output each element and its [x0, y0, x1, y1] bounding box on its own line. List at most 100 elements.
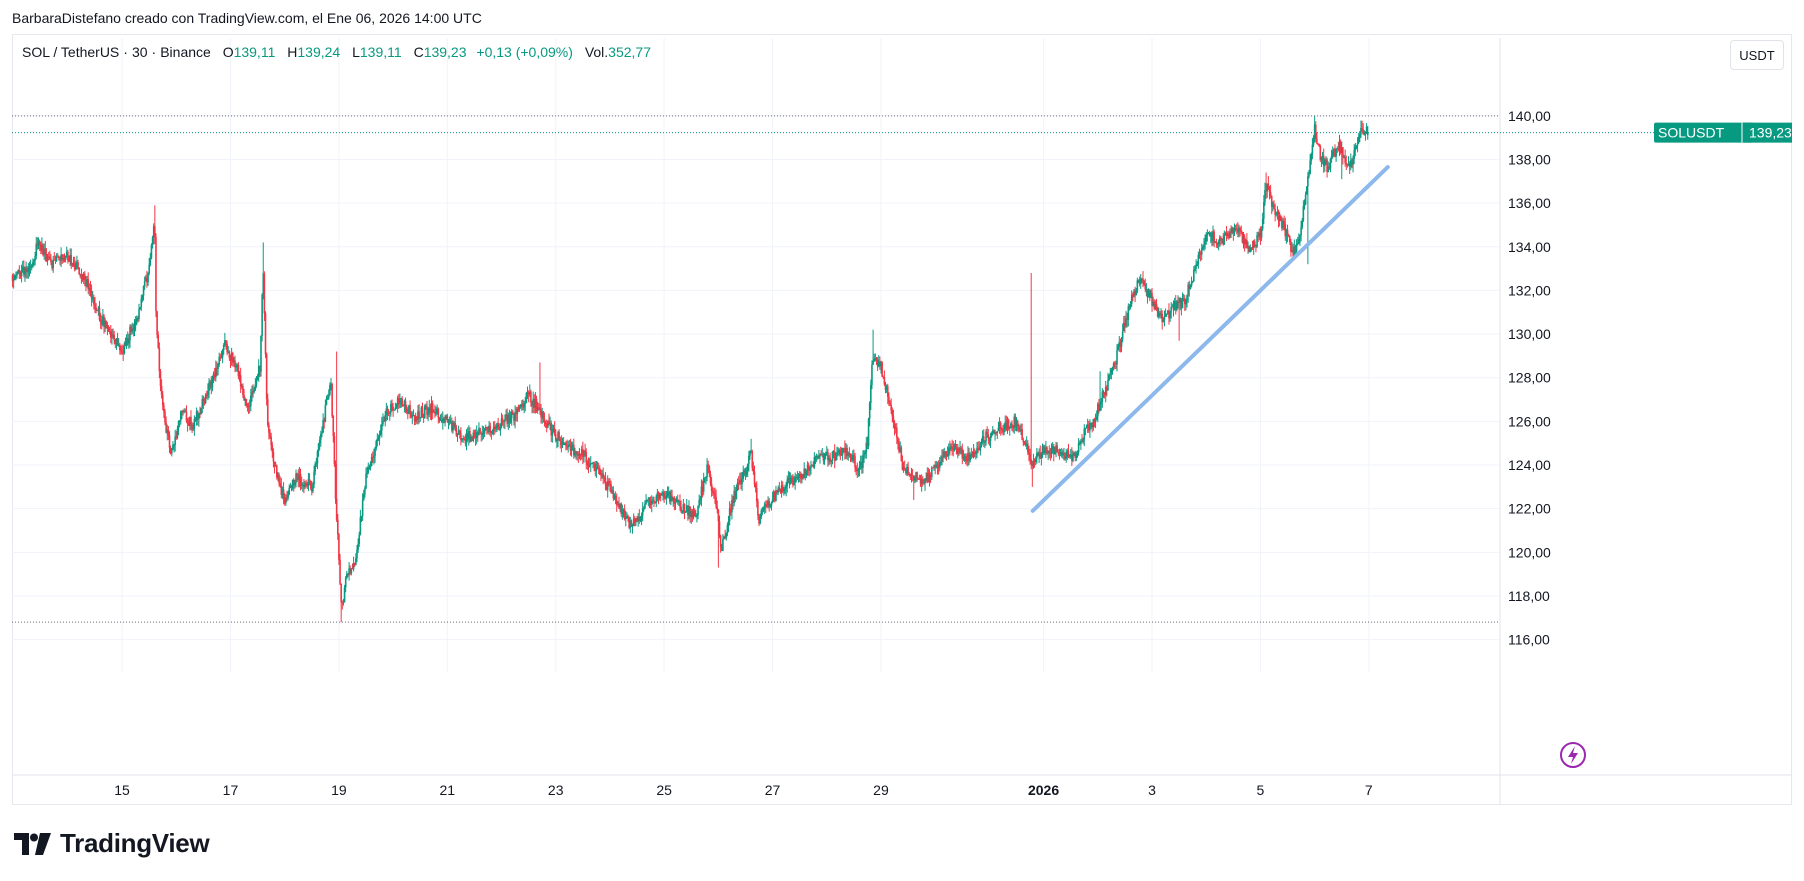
candle-body — [605, 484, 608, 491]
candle — [1249, 244, 1252, 253]
candle-body — [1301, 220, 1304, 228]
candle — [656, 488, 659, 502]
candle — [397, 393, 400, 409]
candle — [184, 408, 187, 413]
candle-body — [1284, 224, 1287, 237]
candle-body — [1128, 306, 1131, 308]
candle — [47, 251, 50, 261]
candle — [648, 497, 651, 509]
candle — [934, 461, 937, 475]
candle-body — [1071, 454, 1073, 461]
candle — [1113, 361, 1116, 370]
candle-body — [152, 226, 155, 238]
candle-body — [539, 407, 541, 411]
symbol-legend[interactable]: SOL / TetherUS · 30 · Binance O139,11 H139,2… — [22, 44, 651, 60]
candle — [481, 425, 484, 441]
candle-body — [1295, 244, 1298, 252]
candle-body — [981, 436, 984, 442]
candle-body — [36, 243, 39, 246]
candle — [1143, 279, 1145, 286]
candle — [1199, 250, 1202, 262]
candle-body — [488, 425, 490, 433]
candle-body — [364, 488, 366, 495]
candle — [1073, 451, 1075, 457]
candle — [383, 416, 385, 422]
candle-body — [735, 489, 738, 499]
candle — [20, 264, 23, 283]
candle — [731, 494, 733, 520]
candle — [1214, 241, 1217, 244]
alert-icon[interactable] — [1560, 742, 1586, 768]
candle-body — [570, 445, 573, 451]
candle-body — [602, 473, 604, 478]
candle — [1129, 300, 1132, 310]
support-trendline[interactable] — [1030, 165, 1390, 513]
candle-body — [399, 400, 401, 404]
candle-body — [532, 398, 534, 406]
candle — [1343, 154, 1345, 159]
candle — [606, 475, 609, 498]
candle-body — [409, 405, 411, 413]
time-tick-label: 17 — [223, 782, 239, 798]
candle-body — [1016, 420, 1019, 428]
candle-body — [1231, 227, 1234, 233]
candle-body — [131, 328, 134, 332]
candle-body — [970, 454, 973, 456]
time-tick-label: 7 — [1365, 782, 1373, 798]
candle — [697, 505, 699, 520]
candle — [483, 427, 486, 438]
candle-body — [148, 264, 150, 274]
candle-body — [982, 436, 985, 443]
candle-body — [672, 497, 674, 501]
candle — [901, 455, 904, 471]
candle — [466, 427, 469, 442]
candle — [600, 469, 602, 481]
candle-body — [481, 433, 484, 435]
candle — [447, 418, 450, 430]
candle-body — [70, 255, 73, 265]
candle-body — [186, 420, 189, 425]
candle — [838, 448, 841, 457]
chart-pane[interactable] — [12, 34, 1792, 805]
candle-body — [842, 447, 845, 449]
candle — [1278, 211, 1281, 227]
candle-body — [845, 448, 847, 453]
tradingview-brand[interactable]: TradingView — [14, 828, 210, 859]
candle-body — [1283, 220, 1285, 225]
candle — [230, 347, 233, 366]
candle — [391, 399, 393, 412]
price-tick-label: 118,00 — [1508, 588, 1550, 604]
lightning-icon[interactable] — [1568, 746, 1578, 764]
candle-body — [107, 326, 110, 332]
legend-symbol[interactable]: SOL / TetherUS — [22, 44, 120, 60]
candle — [115, 338, 118, 350]
candle-body — [207, 390, 209, 396]
candle-body — [498, 428, 501, 430]
candle — [961, 443, 964, 465]
candle — [352, 556, 355, 572]
currency-button[interactable]: USDT — [1730, 40, 1784, 70]
candle-body — [932, 467, 934, 469]
candle — [766, 500, 768, 508]
candle — [1240, 225, 1243, 235]
candle — [1281, 216, 1283, 232]
candle — [623, 504, 626, 521]
candle — [434, 404, 436, 418]
candle-body — [585, 452, 588, 463]
candle-body — [676, 499, 679, 502]
candle — [458, 429, 461, 439]
candle-body — [298, 473, 301, 480]
candle-body — [881, 362, 883, 377]
candle — [1033, 458, 1036, 468]
candle-body — [112, 333, 114, 335]
candle — [1002, 424, 1004, 436]
candle — [327, 389, 330, 400]
candle — [1232, 227, 1235, 241]
candle-body — [261, 294, 263, 336]
candle — [692, 505, 695, 520]
candle — [33, 259, 35, 267]
candle — [597, 462, 600, 475]
candle-body — [1286, 229, 1289, 235]
candle-body — [1234, 227, 1237, 230]
